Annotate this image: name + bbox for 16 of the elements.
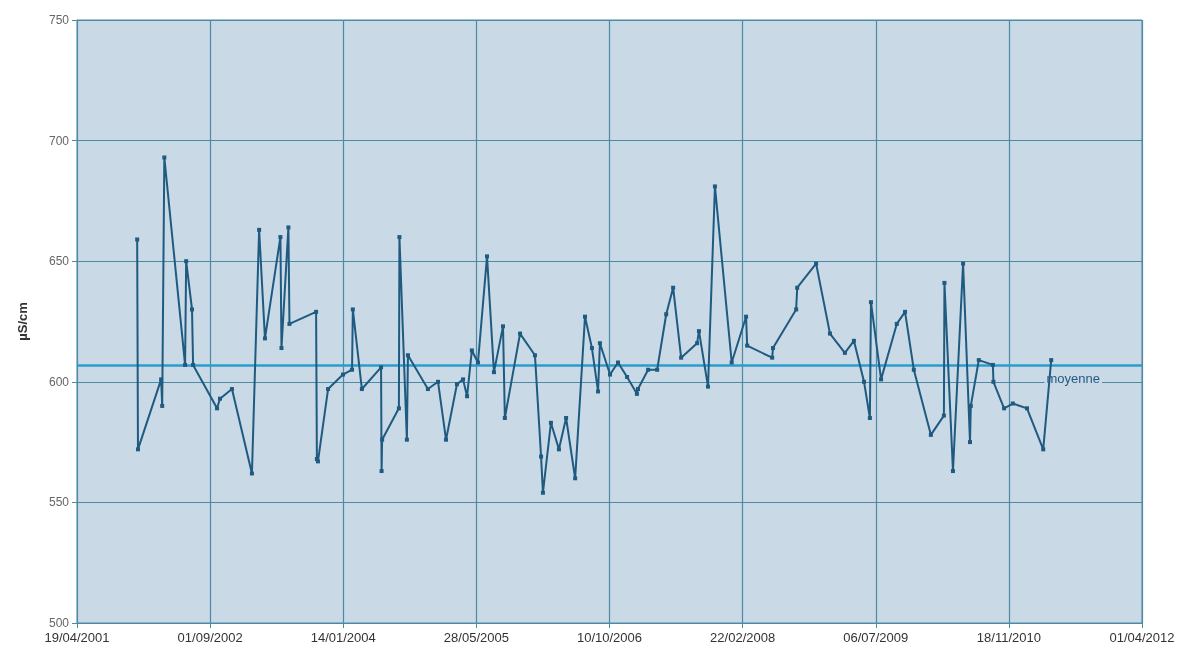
y-tick-label: 650 xyxy=(48,254,70,269)
x-tick-label: 28/05/2005 xyxy=(443,630,509,645)
y-tick-label: 600 xyxy=(48,374,70,389)
y-tick-label: 700 xyxy=(48,133,70,148)
y-tick-label: 550 xyxy=(48,495,70,510)
y-tick-label: 750 xyxy=(48,13,70,27)
x-tick-label: 22/02/2008 xyxy=(710,630,776,645)
y-tick-label: 500 xyxy=(48,616,70,630)
x-tick-label: 14/01/2004 xyxy=(310,630,376,645)
x-tick-label: 18/11/2010 xyxy=(976,630,1041,645)
x-tick-label: 19/04/2001 xyxy=(44,630,110,645)
y-axis-title: µS/cm xyxy=(15,302,30,341)
x-tick-label: 01/09/2002 xyxy=(177,630,243,645)
x-tick-label: 06/07/2009 xyxy=(843,630,909,645)
x-tick-label: 01/04/2012 xyxy=(1109,630,1175,645)
x-tick-label: 10/10/2006 xyxy=(576,630,643,645)
